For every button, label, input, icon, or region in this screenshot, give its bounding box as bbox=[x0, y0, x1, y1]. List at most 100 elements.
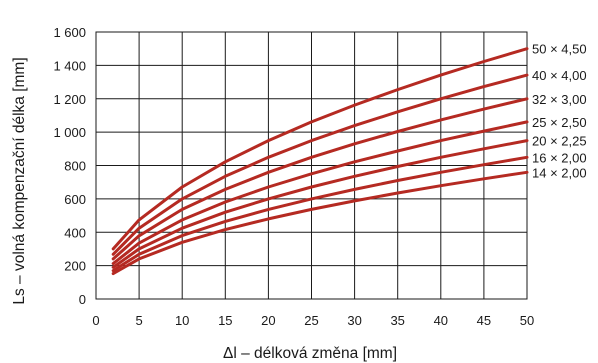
data-point bbox=[440, 97, 442, 100]
data-point bbox=[267, 139, 270, 142]
data-point bbox=[138, 219, 140, 221]
y-tick-label: 1 600 bbox=[53, 25, 86, 40]
data-point bbox=[138, 227, 140, 230]
data-point bbox=[181, 227, 183, 230]
data-point bbox=[483, 130, 485, 132]
data-point bbox=[224, 220, 227, 223]
data-point bbox=[138, 248, 140, 250]
data-point bbox=[267, 186, 270, 188]
data-point bbox=[353, 143, 356, 145]
y-tick-label: 800 bbox=[64, 159, 86, 174]
data-point bbox=[112, 266, 115, 269]
data-point bbox=[224, 188, 227, 191]
data-point bbox=[310, 186, 313, 188]
data-point bbox=[112, 272, 115, 275]
x-tick-label: 45 bbox=[477, 313, 491, 328]
data-point bbox=[181, 208, 183, 211]
data-point bbox=[353, 175, 356, 178]
data-point bbox=[112, 269, 115, 272]
data-point bbox=[353, 104, 356, 106]
data-point bbox=[138, 242, 140, 244]
data-point bbox=[267, 198, 270, 200]
y-axis-ticks: 0 200 400 600 800 1 000 1 200 1 400 1 600 bbox=[53, 25, 86, 307]
y-axis-label: Ls – volná kompenzační délka [mm] bbox=[11, 57, 28, 304]
series-label: 20 × 2,25 bbox=[532, 134, 587, 149]
data-point bbox=[112, 258, 115, 260]
series-label: 16 × 2,00 bbox=[532, 150, 587, 165]
data-point bbox=[440, 74, 442, 76]
data-point bbox=[310, 156, 313, 159]
data-point bbox=[138, 253, 140, 256]
data-point bbox=[112, 248, 115, 250]
data-point bbox=[267, 171, 270, 174]
series-lines bbox=[111, 47, 529, 276]
series-line bbox=[111, 97, 529, 261]
series-line bbox=[111, 47, 529, 251]
plot-frame bbox=[95, 31, 528, 300]
x-tick-label: 35 bbox=[390, 313, 404, 328]
data-point bbox=[526, 139, 528, 142]
data-point bbox=[483, 163, 485, 166]
y-tick-label: 400 bbox=[64, 225, 86, 240]
x-tick-label: 30 bbox=[347, 313, 361, 328]
data-point bbox=[181, 241, 183, 244]
x-tick-label: 25 bbox=[304, 313, 318, 328]
data-point bbox=[396, 110, 399, 113]
data-point bbox=[526, 47, 528, 50]
x-tick-label: 10 bbox=[175, 313, 189, 328]
data-point bbox=[483, 148, 485, 150]
data-point bbox=[440, 184, 442, 187]
data-point bbox=[353, 161, 356, 163]
y-tick-label: 0 bbox=[79, 292, 86, 307]
data-point bbox=[526, 121, 528, 123]
data-point bbox=[353, 188, 356, 191]
data-point bbox=[138, 258, 140, 260]
data-point bbox=[483, 60, 485, 63]
series-label: 50 × 4,50 bbox=[532, 42, 587, 57]
x-tick-label: 0 bbox=[92, 313, 99, 328]
x-tick-label: 15 bbox=[218, 313, 232, 328]
data-point bbox=[353, 124, 356, 127]
data-point bbox=[138, 234, 140, 237]
data-point bbox=[440, 156, 442, 159]
data-point bbox=[267, 218, 270, 220]
data-point bbox=[396, 150, 399, 152]
data-point bbox=[224, 201, 227, 203]
series-line bbox=[111, 73, 529, 256]
data-point bbox=[526, 74, 528, 76]
data-point bbox=[483, 85, 485, 88]
x-tick-label: 20 bbox=[261, 313, 275, 328]
x-axis-label: Δl – délková změna [mm] bbox=[223, 345, 397, 362]
data-point bbox=[181, 219, 183, 221]
data-point bbox=[526, 97, 528, 100]
data-point bbox=[396, 165, 399, 168]
data-point bbox=[440, 119, 442, 121]
series-label: 40 × 4,00 bbox=[532, 68, 587, 83]
y-tick-label: 600 bbox=[64, 192, 86, 207]
data-point bbox=[112, 262, 115, 265]
data-point bbox=[310, 121, 313, 123]
data-point bbox=[112, 253, 115, 256]
series-labels: 50 × 4,50 40 × 4,00 32 × 3,00 25 × 2,50 20 ×… bbox=[532, 42, 587, 181]
y-tick-label: 200 bbox=[64, 259, 86, 274]
data-point bbox=[267, 208, 270, 211]
x-axis-ticks: 0 5 10 15 20 25 30 35 40 45 50 bbox=[92, 313, 534, 328]
series-label: 25 × 2,50 bbox=[532, 115, 587, 130]
data-point bbox=[440, 139, 442, 142]
data-point bbox=[483, 178, 485, 180]
x-tick-label: 5 bbox=[135, 313, 142, 328]
data-point bbox=[224, 161, 227, 163]
data-point bbox=[310, 173, 313, 175]
y-tick-label: 1 400 bbox=[53, 58, 86, 73]
data-point bbox=[224, 228, 227, 231]
data-point bbox=[267, 156, 270, 159]
grid bbox=[95, 31, 528, 300]
y-tick-label: 1 000 bbox=[53, 125, 86, 140]
x-tick-label: 50 bbox=[520, 313, 534, 328]
data-point bbox=[396, 130, 399, 133]
data-point bbox=[526, 156, 528, 159]
data-point bbox=[310, 139, 313, 142]
data-point bbox=[396, 88, 399, 91]
data-point bbox=[310, 208, 313, 211]
